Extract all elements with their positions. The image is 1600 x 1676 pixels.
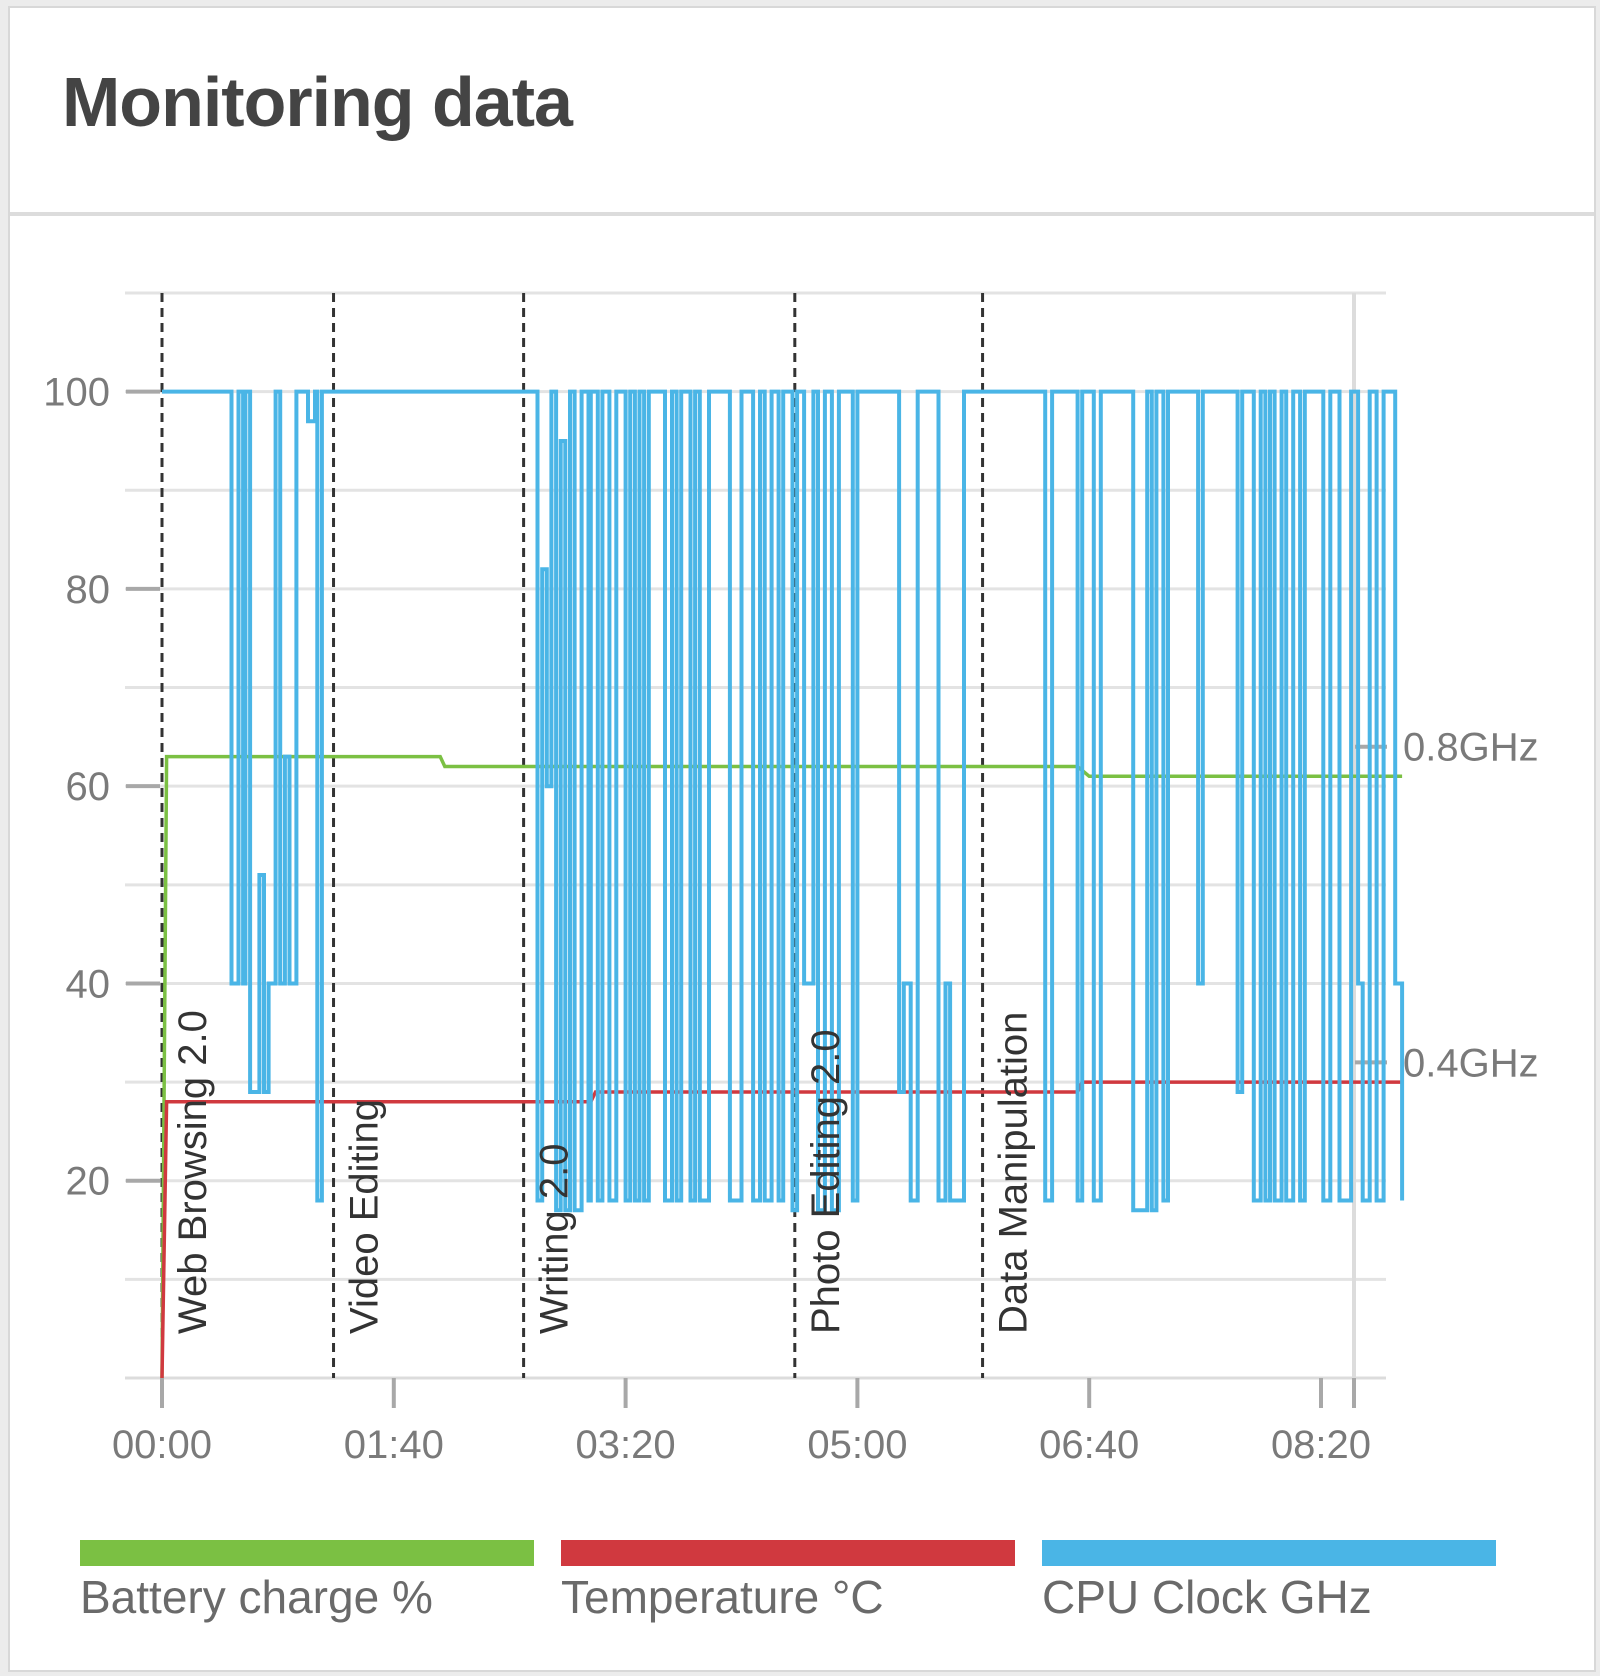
y-tick-label: 80 xyxy=(66,568,111,612)
x-tick-label: 00:00 xyxy=(112,1423,212,1467)
phase-label: Photo Editing 2.0 xyxy=(804,1029,848,1334)
legend-item-temperature: Temperature °C xyxy=(561,1540,1015,1630)
y-tick-label: 100 xyxy=(43,371,110,415)
legend-label-battery: Battery charge % xyxy=(80,1571,433,1623)
phase-label: Web Browsing 2.0 xyxy=(171,1010,215,1334)
legend-item-battery: Battery charge % xyxy=(80,1540,534,1630)
y-tick-label: 40 xyxy=(66,962,111,1006)
x-tick-label: 05:00 xyxy=(807,1423,907,1467)
legend-label-cpu: CPU Clock GHz xyxy=(1042,1571,1372,1623)
x-tick-label: 08:20 xyxy=(1271,1423,1371,1467)
y-tick-label: 20 xyxy=(66,1160,111,1204)
phase-label: Writing 2.0 xyxy=(533,1144,577,1334)
phase-label: Data Manipulation xyxy=(992,1012,1036,1334)
legend-swatch-cpu xyxy=(1042,1540,1496,1566)
legend-swatch-battery xyxy=(80,1540,534,1566)
legend-swatch-temperature xyxy=(561,1540,1015,1566)
panel-title: Monitoring data xyxy=(62,63,573,141)
y2-tick-label: 0.4GHz xyxy=(1403,1041,1539,1085)
y2-tick-label: 0.8GHz xyxy=(1403,726,1539,770)
legend-label-temperature: Temperature °C xyxy=(561,1571,884,1623)
x-tick-label: 03:20 xyxy=(576,1423,676,1467)
panel-header: Monitoring data xyxy=(10,8,1594,216)
phase-label: Video Editing xyxy=(343,1099,387,1334)
x-tick-label: 01:40 xyxy=(344,1423,444,1467)
x-tick-label: 06:40 xyxy=(1039,1423,1139,1467)
legend-item-cpu: CPU Clock GHz xyxy=(1042,1540,1496,1630)
y-tick-label: 60 xyxy=(66,765,111,809)
battery-line xyxy=(160,754,1403,1379)
cpu-clock-line xyxy=(162,389,1405,1213)
